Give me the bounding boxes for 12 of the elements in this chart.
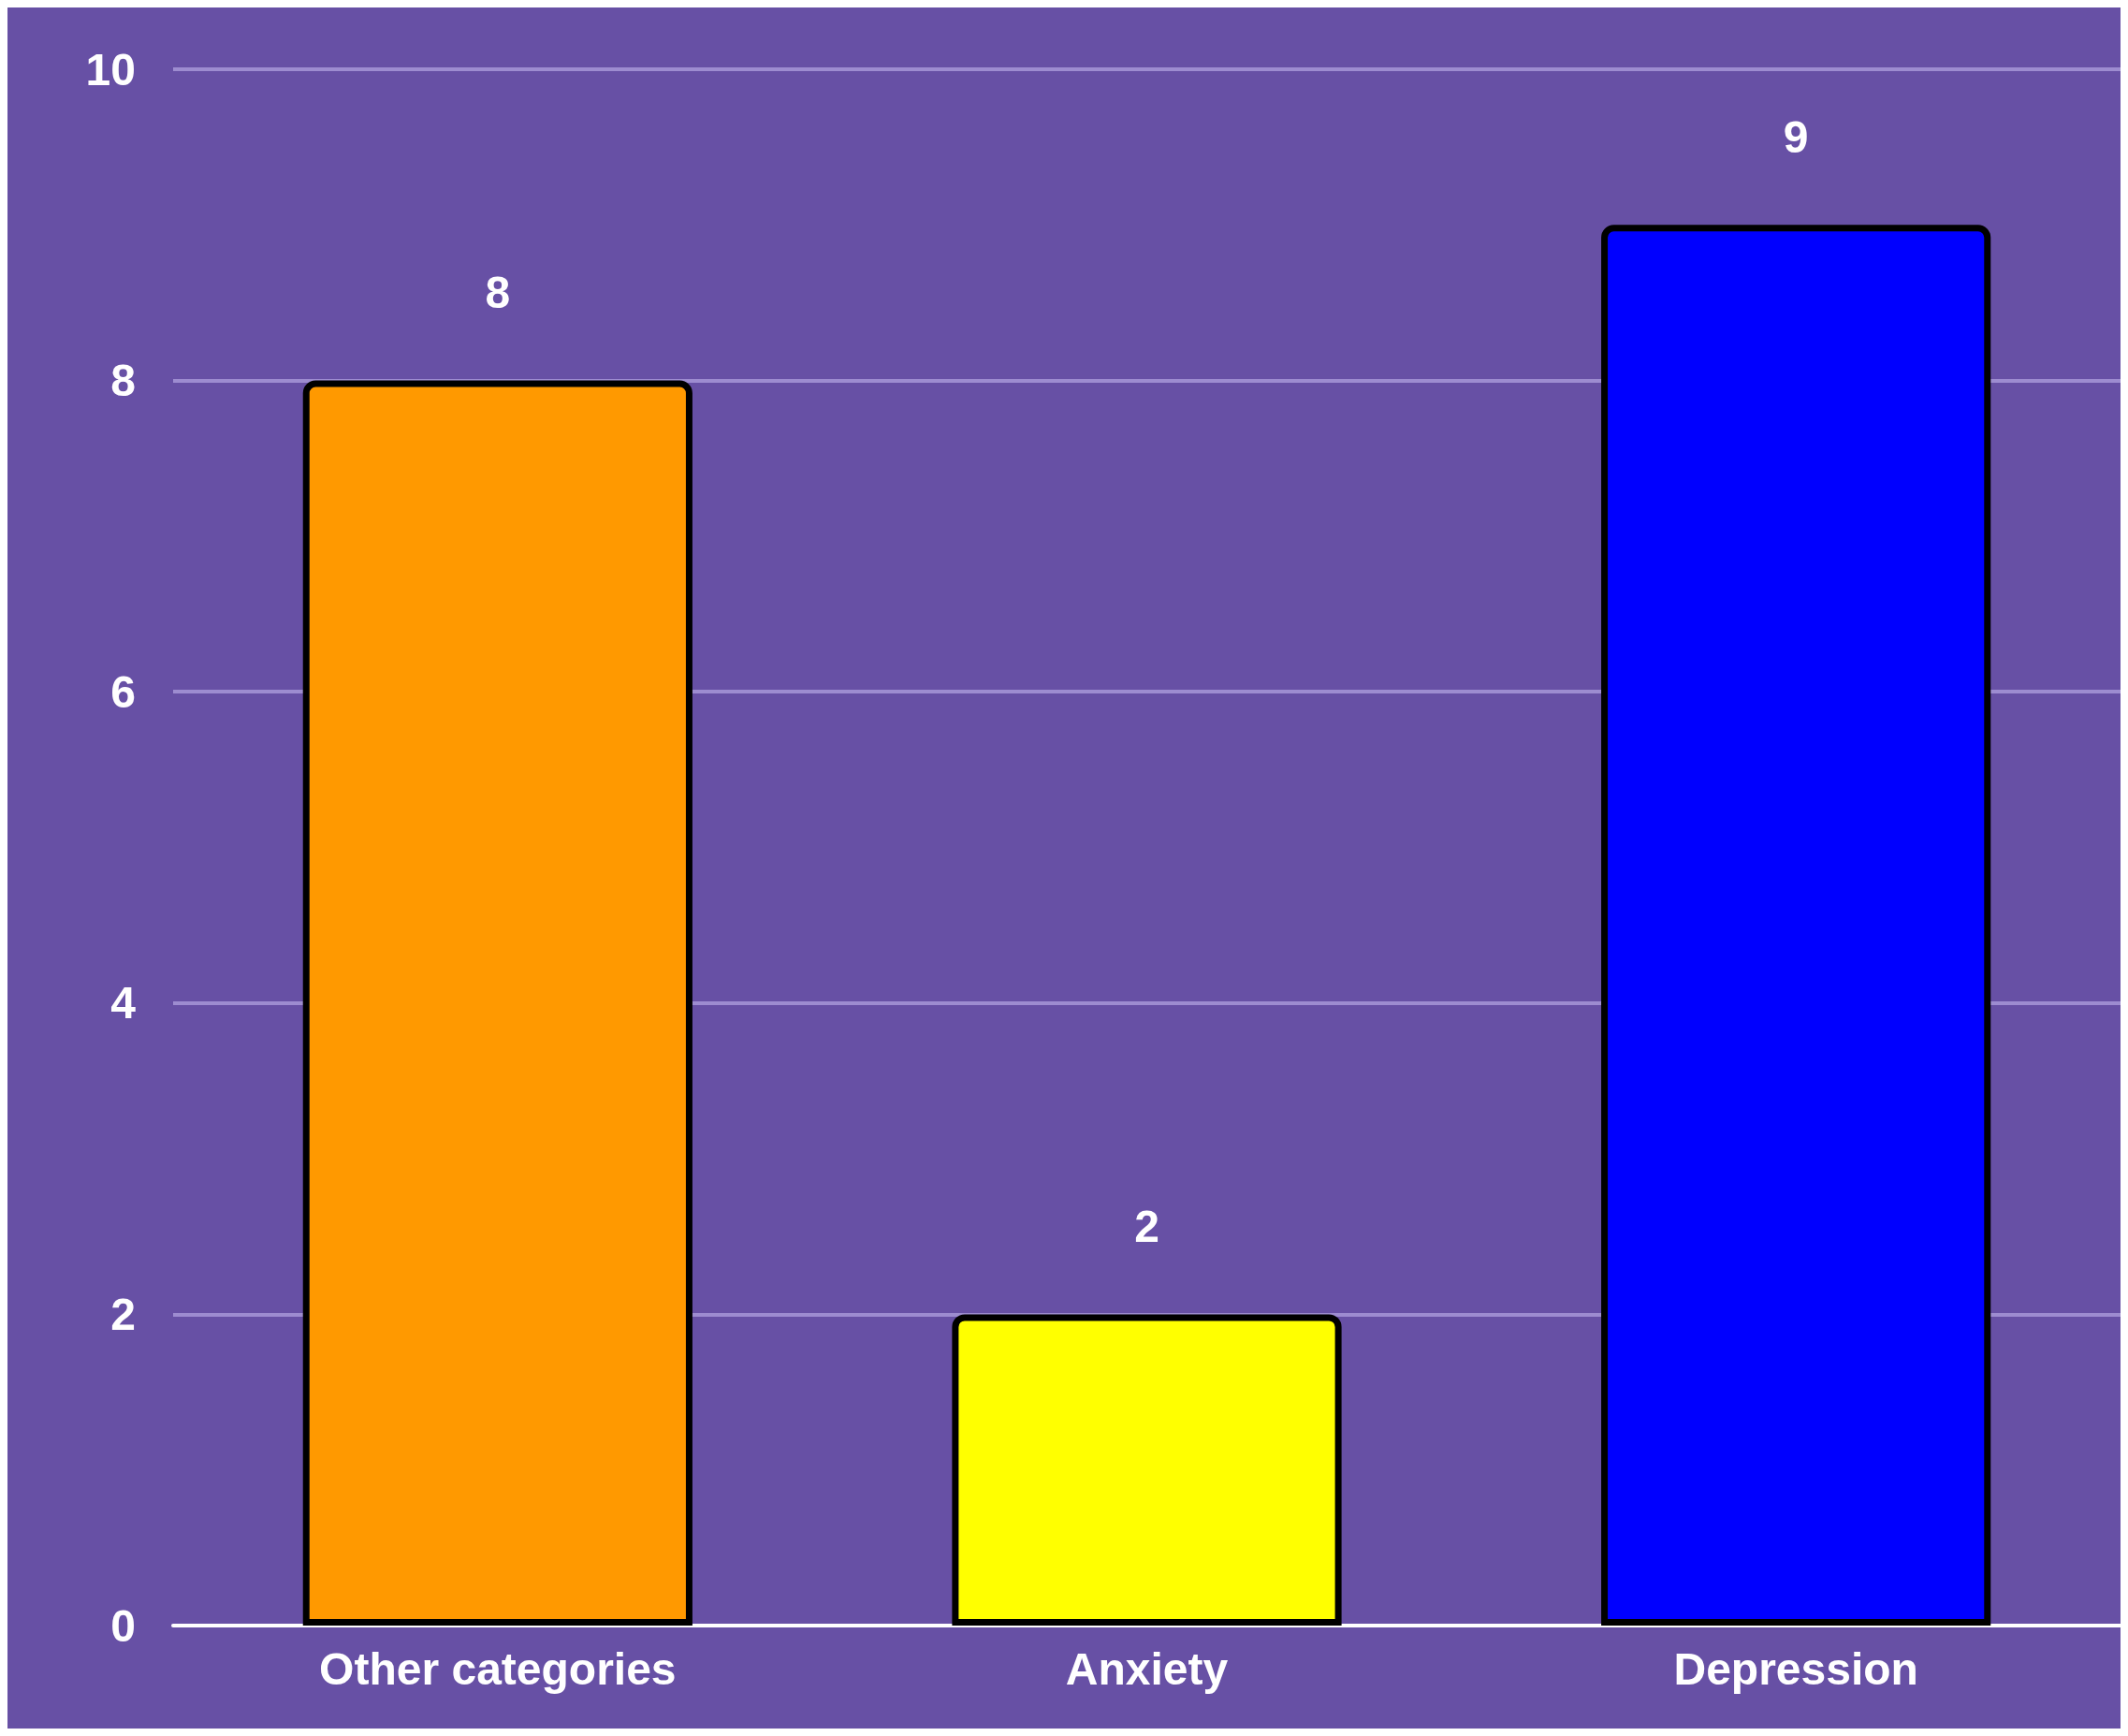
x-tick-label: Other categories bbox=[319, 1643, 677, 1694]
y-tick-label: 0 bbox=[110, 1600, 136, 1651]
y-tick-label: 6 bbox=[110, 666, 136, 717]
data-label: 8 bbox=[485, 268, 511, 318]
x-tick-label: Anxiety bbox=[1065, 1643, 1229, 1694]
y-tick-label: 8 bbox=[110, 356, 136, 406]
y-tick-label: 4 bbox=[110, 978, 137, 1028]
y-tick-label: 10 bbox=[85, 44, 136, 95]
y-tick-label: 2 bbox=[110, 1289, 136, 1339]
data-label: 9 bbox=[1783, 111, 1809, 162]
data-label: 2 bbox=[1134, 1201, 1159, 1251]
x-tick-label: Depression bbox=[1673, 1643, 1918, 1694]
